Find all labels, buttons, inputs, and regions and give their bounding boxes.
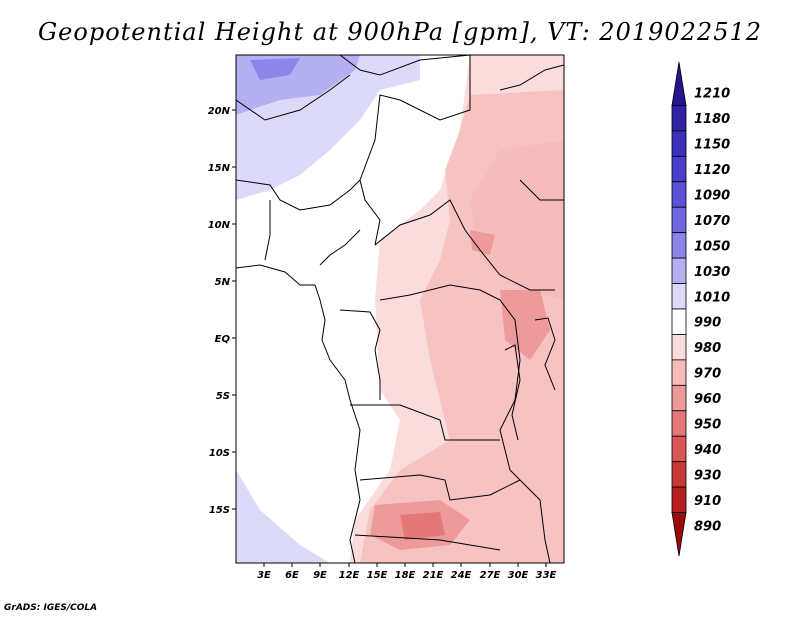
lon-label-27e: 27E (480, 570, 501, 581)
colorbar-swatch-1030 (671, 257, 687, 284)
lat-label-10s: 10S (209, 448, 230, 459)
colorbar-label-910: 910 (694, 494, 721, 509)
lat-label-eq: EQ (215, 334, 231, 345)
grads-credit: GrADS: IGES/COLA (4, 603, 98, 613)
lon-label-3e: 3E (257, 570, 271, 581)
colorbar-label-970: 970 (694, 367, 721, 382)
colorbar-swatch-1050 (671, 232, 687, 259)
colorbar-swatch-960 (671, 384, 687, 412)
colorbar-swatch-980 (671, 334, 687, 361)
colorbar-swatch-1210 (671, 61, 687, 106)
lat-label-20n: 20N (208, 106, 231, 117)
colorbar-label-1090: 1090 (694, 189, 730, 204)
colorbar-label-1010: 1010 (694, 290, 730, 305)
lon-label-15e: 15E (367, 570, 388, 581)
colorbar-label-1050: 1050 (694, 239, 730, 254)
lon-label-6e: 6E (285, 570, 299, 581)
colorbar-label-930: 930 (694, 468, 721, 483)
map-frame (235, 54, 565, 564)
colorbar-swatch-1180 (671, 105, 687, 132)
colorbar-swatch-1010 (671, 283, 687, 310)
country-borders (236, 55, 564, 563)
colorbar-swatch-1120 (671, 155, 687, 183)
colorbar-label-1150: 1150 (694, 138, 730, 153)
colorbar-swatch-910 (671, 486, 687, 513)
latitude-axis: 20N 15N 10N 5N EQ 5S 10S 15S (208, 106, 236, 516)
lon-label-18e: 18E (395, 570, 416, 581)
lat-label-10n: 10N (208, 220, 231, 231)
colorbar-label-960: 960 (694, 392, 721, 407)
map-title: Geopotential Height at 900hPa [gpm], VT:… (38, 18, 762, 46)
colorbar-swatch-1150 (671, 130, 687, 157)
lat-label-15s: 15S (209, 505, 230, 516)
lon-label-21e: 21E (423, 570, 444, 581)
lon-label-33e: 33E (536, 570, 557, 581)
map-plot-area (235, 54, 565, 564)
colorbar-label-990: 990 (694, 316, 721, 331)
colorbar-swatch-990 (671, 308, 687, 335)
lat-label-5s: 5S (216, 391, 230, 402)
colorbar-swatch-970 (671, 359, 687, 386)
lon-label-9e: 9E (313, 570, 327, 581)
colorbar: 1210 1180 1150 1120 1090 1070 1050 1030 1010 990 9… (671, 61, 730, 557)
colorbar-label-1210: 1210 (694, 87, 730, 102)
colorbar-label-980: 980 (694, 341, 721, 356)
lat-label-15n: 15N (208, 163, 231, 174)
lat-label-5n: 5N (215, 277, 231, 288)
lon-label-24e: 24E (451, 570, 472, 581)
colorbar-swatch-1090 (671, 181, 687, 208)
colorbar-swatch-890 (671, 512, 687, 557)
lon-label-30e: 30E (508, 570, 529, 581)
colorbar-label-1030: 1030 (694, 265, 730, 280)
colorbar-label-1070: 1070 (694, 214, 730, 229)
colorbar-swatch-1070 (671, 206, 687, 234)
colorbar-label-950: 950 (694, 418, 721, 433)
colorbar-label-1120: 1120 (694, 163, 730, 178)
colorbar-swatch-940 (671, 435, 687, 463)
colorbar-swatch-950 (671, 410, 687, 437)
lon-label-12e: 12E (339, 570, 360, 581)
colorbar-label-1180: 1180 (694, 112, 730, 127)
longitude-axis: 3E 6E 9E 12E 15E 18E 21E 24E 27E 30E 33E (257, 563, 557, 581)
colorbar-swatch-930 (671, 461, 687, 488)
colorbar-label-890: 890 (694, 519, 721, 534)
colorbar-label-940: 940 (694, 443, 721, 458)
